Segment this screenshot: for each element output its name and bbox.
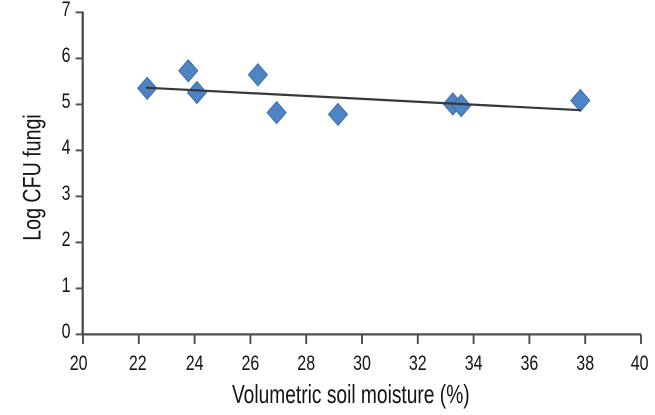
svg-text:3: 3 bbox=[62, 181, 71, 205]
svg-text:40: 40 bbox=[631, 351, 649, 375]
svg-text:34: 34 bbox=[465, 351, 483, 375]
svg-text:26: 26 bbox=[242, 351, 260, 375]
svg-text:0: 0 bbox=[62, 319, 71, 343]
svg-text:1: 1 bbox=[62, 273, 71, 297]
svg-text:4: 4 bbox=[62, 135, 71, 159]
svg-text:38: 38 bbox=[576, 351, 594, 375]
svg-text:22: 22 bbox=[129, 351, 147, 375]
svg-text:32: 32 bbox=[409, 351, 427, 375]
svg-text:28: 28 bbox=[297, 351, 315, 375]
svg-text:2: 2 bbox=[62, 227, 71, 251]
svg-text:20: 20 bbox=[70, 351, 88, 375]
svg-text:Log CFU fungi: Log CFU fungi bbox=[19, 114, 47, 241]
svg-text:7: 7 bbox=[62, 0, 71, 21]
svg-text:Volumetric soil moisture (%): Volumetric soil moisture (%) bbox=[232, 379, 470, 409]
svg-text:6: 6 bbox=[62, 43, 71, 67]
svg-text:36: 36 bbox=[521, 351, 539, 375]
svg-text:24: 24 bbox=[186, 351, 204, 375]
svg-text:5: 5 bbox=[62, 89, 71, 113]
svg-text:30: 30 bbox=[353, 351, 371, 375]
